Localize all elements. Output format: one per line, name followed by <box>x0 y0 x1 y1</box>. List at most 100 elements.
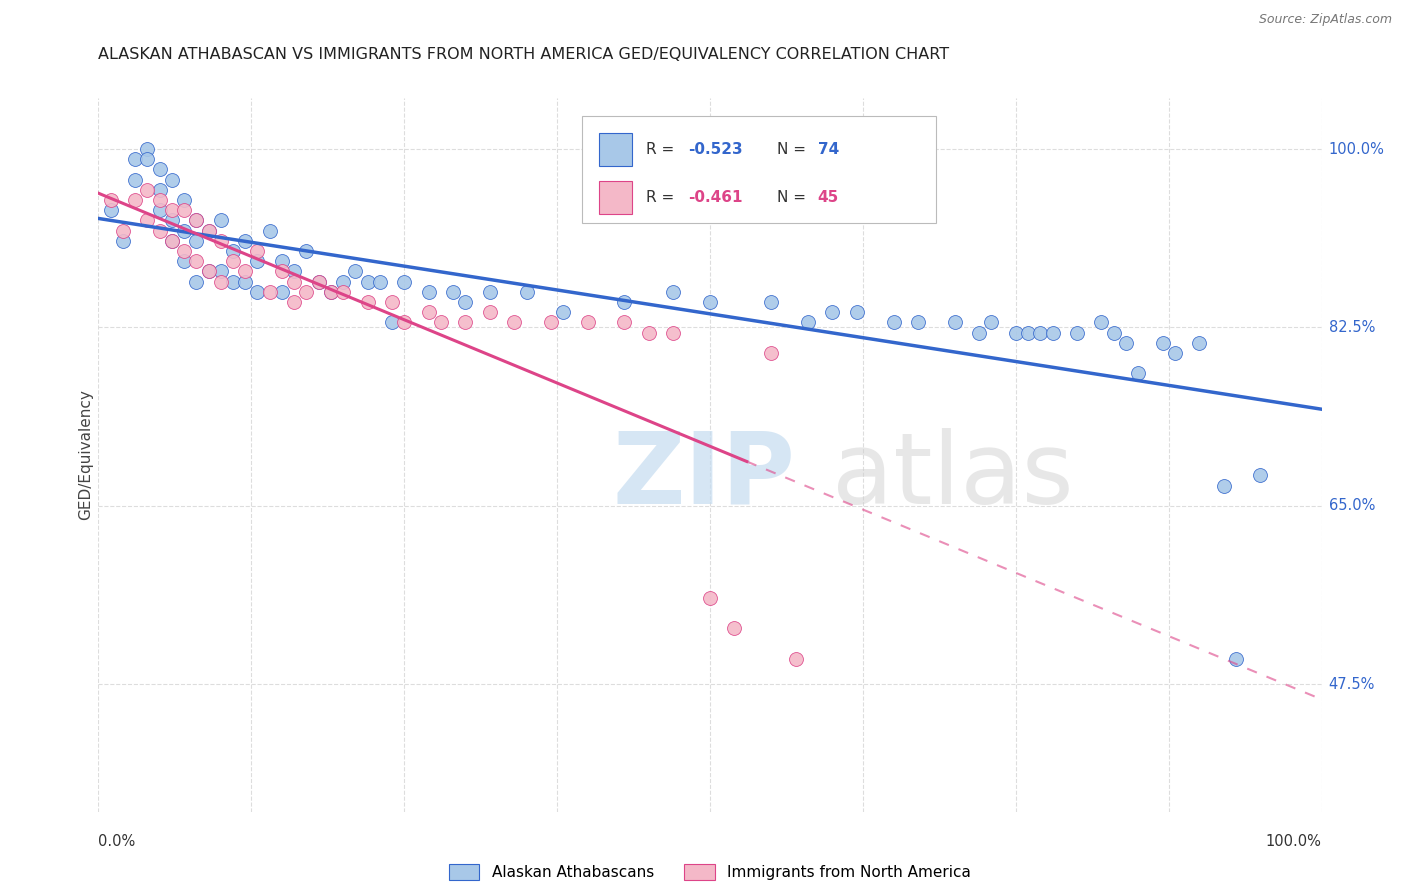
Point <box>332 285 354 299</box>
Point <box>173 224 195 238</box>
Point <box>136 142 159 156</box>
Point <box>1212 478 1234 492</box>
Text: atlas: atlas <box>832 428 1074 524</box>
Point <box>149 203 172 218</box>
Text: 47.5%: 47.5% <box>1329 677 1375 692</box>
Point <box>478 285 501 299</box>
Point <box>197 224 219 238</box>
Point <box>662 285 685 299</box>
Point <box>124 153 146 167</box>
Point <box>967 326 990 340</box>
Text: Source: ZipAtlas.com: Source: ZipAtlas.com <box>1258 13 1392 27</box>
Point <box>418 285 440 299</box>
Point <box>1090 315 1112 329</box>
Point <box>344 264 367 278</box>
Point <box>1115 335 1137 350</box>
Point <box>100 193 122 207</box>
FancyBboxPatch shape <box>599 133 631 166</box>
Point <box>209 275 232 289</box>
Text: -0.461: -0.461 <box>688 190 742 205</box>
Point <box>186 213 208 227</box>
Point <box>319 285 342 299</box>
Point <box>149 224 172 238</box>
Point <box>233 264 256 278</box>
Point <box>392 275 416 289</box>
Legend: Alaskan Athabascans, Immigrants from North America: Alaskan Athabascans, Immigrants from Nor… <box>443 858 977 886</box>
Point <box>613 315 636 329</box>
Point <box>149 193 172 207</box>
Point <box>149 183 172 197</box>
Point <box>270 264 294 278</box>
Point <box>515 285 537 299</box>
Point <box>186 254 208 268</box>
Point <box>761 295 783 310</box>
Point <box>723 621 745 635</box>
Point <box>160 234 183 248</box>
Text: R =: R = <box>647 142 679 157</box>
Point <box>454 295 477 310</box>
Point <box>503 315 526 329</box>
Text: -0.523: -0.523 <box>688 142 742 157</box>
Point <box>441 285 464 299</box>
Point <box>222 244 245 258</box>
Point <box>186 234 208 248</box>
Point <box>186 275 208 289</box>
Point <box>1102 326 1125 340</box>
Point <box>1029 326 1052 340</box>
Point <box>283 295 305 310</box>
Point <box>197 224 219 238</box>
Text: 45: 45 <box>818 190 839 205</box>
Point <box>1152 335 1174 350</box>
Point <box>356 275 378 289</box>
Point <box>111 234 134 248</box>
Point <box>1004 326 1026 340</box>
Point <box>1249 468 1271 483</box>
Point <box>160 203 183 218</box>
Point <box>430 315 453 329</box>
Point <box>233 275 256 289</box>
Point <box>160 234 183 248</box>
Point <box>100 203 122 218</box>
Point <box>478 305 501 319</box>
Point <box>883 315 905 329</box>
Point <box>613 295 636 310</box>
Text: 0.0%: 0.0% <box>98 834 135 849</box>
Y-axis label: GED/Equivalency: GED/Equivalency <box>77 390 93 520</box>
Point <box>662 326 685 340</box>
Point <box>540 315 562 329</box>
Point <box>761 346 783 360</box>
Point <box>943 315 966 329</box>
Point <box>980 315 1002 329</box>
Point <box>136 183 159 197</box>
Point <box>173 254 195 268</box>
Point <box>136 213 159 227</box>
Point <box>209 234 232 248</box>
Point <box>197 264 219 278</box>
Point <box>1042 326 1064 340</box>
Point <box>124 193 146 207</box>
Text: ALASKAN ATHABASCAN VS IMMIGRANTS FROM NORTH AMERICA GED/EQUIVALENCY CORRELATION : ALASKAN ATHABASCAN VS IMMIGRANTS FROM NO… <box>98 47 949 62</box>
Point <box>553 305 575 319</box>
Point <box>797 315 820 329</box>
Point <box>149 162 172 177</box>
Point <box>1225 652 1247 666</box>
Point <box>1188 335 1211 350</box>
Point <box>111 224 134 238</box>
Point <box>259 224 281 238</box>
Point <box>173 193 195 207</box>
Point <box>319 285 342 299</box>
Point <box>308 275 330 289</box>
Point <box>222 275 245 289</box>
Point <box>295 244 318 258</box>
Point <box>209 264 232 278</box>
Text: 100.0%: 100.0% <box>1265 834 1322 849</box>
Point <box>785 652 807 666</box>
Point <box>283 275 305 289</box>
Point <box>197 264 219 278</box>
Point <box>233 234 256 248</box>
Text: R =: R = <box>647 190 679 205</box>
Point <box>308 275 330 289</box>
Point <box>454 315 477 329</box>
Point <box>246 244 269 258</box>
Point <box>160 172 183 186</box>
